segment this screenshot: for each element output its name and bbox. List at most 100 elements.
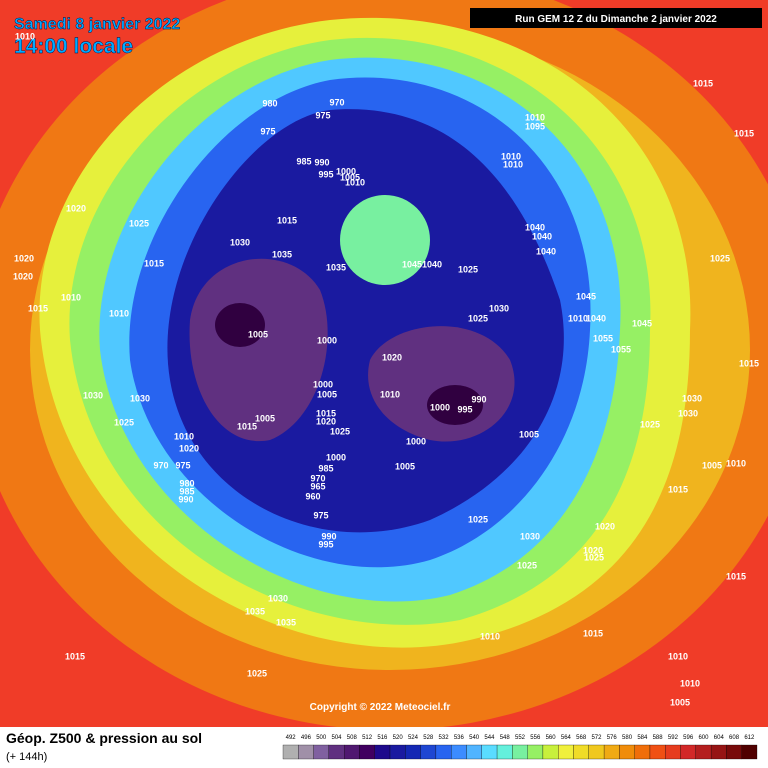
isobar-label: 975	[313, 510, 328, 520]
isobar-label: 1040	[536, 246, 556, 256]
isobar-label: 1010	[345, 177, 365, 187]
isobar-label: 980	[179, 478, 194, 488]
legend-swatch	[420, 744, 437, 760]
isobar-label: 1005	[317, 389, 337, 399]
legend-label: 556	[530, 735, 541, 741]
isobar-label: 1030	[130, 393, 150, 403]
isobar-label: 1000	[313, 379, 333, 389]
isobar-label: 1020	[595, 521, 615, 531]
legend-swatch	[451, 744, 467, 760]
legend-label: 544	[484, 735, 495, 741]
contour-band	[215, 303, 265, 347]
legend-label: 528	[423, 735, 434, 741]
legend-label: 520	[393, 735, 404, 741]
isobar-label: 1025	[584, 552, 604, 562]
isobar-label: 1010	[503, 159, 523, 169]
legend-label: 552	[515, 735, 526, 741]
legend-swatch	[298, 744, 314, 760]
isobar-label: 1030	[230, 237, 250, 247]
legend-label: 584	[637, 735, 648, 741]
isobar-label: 980	[262, 98, 277, 108]
isobar-label: 1025	[517, 560, 537, 570]
isobar-label: 1010	[525, 112, 545, 122]
legend-label: 564	[561, 735, 572, 741]
legend-swatch	[558, 744, 574, 760]
isobar-label: 1010	[15, 31, 35, 41]
isobar-label: 1000	[406, 436, 426, 446]
legend-label: 504	[332, 735, 343, 741]
isobar-label: 970	[153, 460, 168, 470]
isobar-label: 1055	[611, 344, 631, 354]
isobar-label: 1025	[330, 426, 350, 436]
isobar-label: 1030	[682, 393, 702, 403]
isobar-label: 1025	[640, 419, 660, 429]
legend-swatch	[603, 744, 620, 760]
isobar-label: 1015	[237, 421, 257, 431]
isobar-label: 1045	[402, 259, 422, 269]
isobar-label: 1005	[702, 460, 722, 470]
legend-swatch	[466, 744, 482, 760]
legend-swatch	[282, 744, 299, 760]
isobar-label: 990	[314, 157, 329, 167]
footer-lead: (+ 144h)	[6, 751, 47, 763]
legend-label: 580	[622, 735, 633, 741]
isobar-label: 1000	[430, 402, 450, 412]
isobar-label: 1020	[583, 545, 603, 555]
isobar-label: 975	[175, 460, 190, 470]
legend-swatch	[619, 744, 635, 760]
isobar-label: 1020	[14, 253, 34, 263]
isobar-label: 1005	[248, 329, 268, 339]
isobar-label: 990	[178, 494, 193, 504]
legend-swatch	[741, 744, 758, 760]
isobar-label: 1025	[129, 218, 149, 228]
isobar-label: 995	[318, 169, 333, 179]
contour-band	[340, 195, 430, 285]
isobar-label: 1015	[28, 303, 48, 313]
legend-swatch	[588, 744, 605, 760]
legend-label: 508	[347, 735, 358, 741]
isobar-label: 1040	[525, 222, 545, 232]
isobar-label: 985	[296, 156, 311, 166]
legend-swatch	[527, 744, 544, 760]
legend-label: 560	[546, 735, 557, 741]
isobar-label: 1000	[336, 166, 356, 176]
legend-swatch	[634, 744, 651, 760]
isobar-label: 970	[329, 97, 344, 107]
copyright: Copyright © 2022 Meteociel.fr	[310, 702, 451, 713]
legend-label: 496	[301, 735, 312, 741]
legend-label: 596	[683, 735, 694, 741]
isobar-label: 1015	[316, 408, 336, 418]
isobar-label: 965	[310, 481, 325, 491]
isobar-label: 1035	[272, 249, 292, 259]
legend-label: 500	[316, 735, 327, 741]
isobar-label: 1020	[179, 443, 199, 453]
legend-swatch	[512, 744, 528, 760]
isobar-label: 1005	[340, 172, 360, 182]
isobar-label: 1005	[670, 697, 690, 707]
isobar-label: 1015	[65, 651, 85, 661]
isobar-label: 1055	[593, 333, 613, 343]
isobar-label: 1010	[668, 651, 688, 661]
isobar-label: 995	[457, 404, 472, 414]
legend-label: 612	[744, 735, 755, 741]
isobar-label: 1010	[480, 631, 500, 641]
isobar-label: 1095	[525, 121, 545, 131]
isobar-label: 1015	[693, 78, 713, 88]
isobar-label: 1010	[174, 431, 194, 441]
legend-swatch	[481, 744, 498, 760]
legend-swatch	[542, 744, 559, 760]
isobar-label: 1010	[726, 458, 746, 468]
isobar-label: 990	[471, 394, 486, 404]
isobar-label: 1030	[489, 303, 509, 313]
legend-label: 600	[698, 735, 709, 741]
legend-label: 512	[362, 735, 373, 741]
isobar-label: 1005	[255, 413, 275, 423]
legend-label: 608	[729, 735, 740, 741]
isobar-label: 1025	[710, 253, 730, 263]
isobar-label: 1015	[739, 358, 759, 368]
legend-label: 532	[439, 735, 450, 741]
legend-swatch	[374, 744, 391, 760]
contour-band	[427, 385, 483, 425]
